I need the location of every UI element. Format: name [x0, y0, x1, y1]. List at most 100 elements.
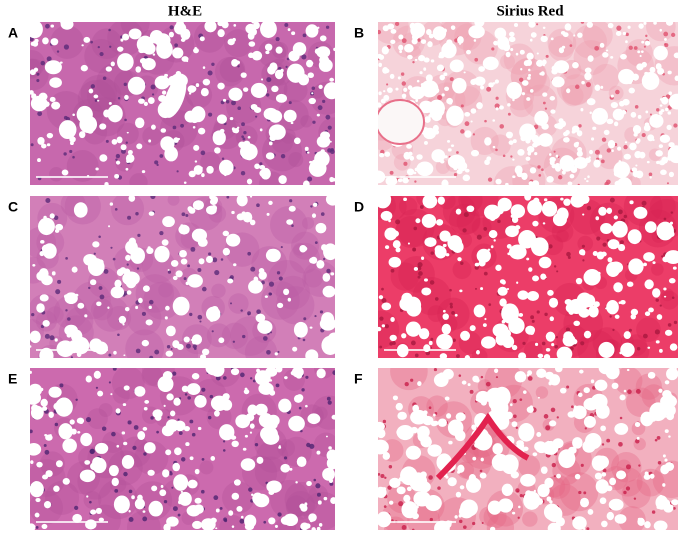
- nucleus: [480, 375, 484, 379]
- lipid-droplet: [295, 481, 298, 484]
- lipid-droplet: [560, 197, 564, 201]
- lipid-droplet: [84, 314, 88, 318]
- lipid-droplet: [640, 50, 644, 54]
- lipid-droplet: [541, 200, 558, 217]
- lipid-droplet: [187, 206, 193, 212]
- nucleus: [108, 381, 111, 384]
- lipid-droplet: [217, 29, 225, 38]
- lipid-droplet: [645, 110, 649, 114]
- nucleus: [594, 45, 600, 51]
- nucleus: [495, 148, 498, 152]
- lipid-droplet: [228, 87, 243, 101]
- lipid-droplet: [158, 95, 167, 103]
- lipid-droplet: [70, 329, 83, 343]
- nucleus: [463, 212, 469, 218]
- lipid-droplet: [484, 137, 492, 146]
- nucleus: [277, 512, 282, 517]
- septum: [435, 412, 530, 481]
- nucleus: [125, 141, 128, 144]
- lipid-droplet: [549, 420, 557, 427]
- lipid-droplet: [595, 455, 609, 469]
- lipid-droplet: [397, 178, 403, 183]
- nucleus: [430, 346, 433, 349]
- nucleus: [633, 46, 638, 50]
- nucleus: [483, 271, 488, 276]
- lipid-droplet: [125, 153, 135, 163]
- nucleus: [314, 241, 318, 245]
- lipid-droplet: [229, 117, 234, 121]
- lipid-droplet: [76, 351, 82, 357]
- lipid-droplet: [293, 394, 303, 403]
- lipid-droplet: [501, 319, 506, 324]
- lipid-droplet: [275, 46, 283, 54]
- lipid-droplet: [64, 292, 78, 305]
- nucleus: [243, 131, 247, 135]
- nucleus: [123, 471, 128, 477]
- lipid-droplet: [310, 61, 314, 65]
- lipid-droplet: [661, 48, 666, 54]
- nucleus: [201, 387, 206, 392]
- lipid-droplet: [135, 66, 142, 73]
- lipid-droplet: [512, 175, 516, 179]
- nucleus: [551, 462, 557, 468]
- lipid-droplet: [175, 270, 183, 278]
- lipid-droplet: [538, 256, 552, 269]
- nucleus: [449, 302, 453, 306]
- lipid-droplet: [311, 527, 316, 530]
- nucleus: [302, 33, 307, 38]
- lipid-droplet: [202, 66, 206, 69]
- lipid-droplet: [218, 159, 234, 176]
- nucleus: [313, 478, 317, 482]
- nucleus: [149, 355, 154, 358]
- lipid-droplet: [85, 375, 92, 383]
- tissue-texture: [80, 74, 117, 112]
- nucleus: [115, 158, 118, 161]
- lipid-droplet: [244, 149, 255, 161]
- lipid-droplet: [403, 494, 411, 503]
- nucleus: [488, 303, 492, 306]
- lipid-droplet: [292, 79, 295, 83]
- lipid-droplet: [584, 67, 592, 74]
- lipid-droplet: [266, 480, 282, 493]
- lipid-droplet: [192, 125, 196, 129]
- lipid-droplet: [588, 156, 591, 159]
- nucleus: [460, 129, 465, 134]
- lipid-droplet: [119, 47, 124, 51]
- lipid-droplet: [53, 485, 60, 492]
- lipid-droplet: [254, 370, 271, 386]
- lipid-droplet: [172, 296, 190, 316]
- nucleus: [224, 519, 228, 523]
- nucleus: [40, 324, 45, 329]
- lipid-droplet: [245, 23, 256, 34]
- lipid-droplet: [261, 78, 264, 81]
- lipid-droplet: [611, 382, 619, 390]
- lipid-droplet: [180, 224, 184, 228]
- lipid-droplet: [244, 434, 248, 438]
- lipid-droplet: [444, 86, 450, 91]
- lipid-droplet: [243, 140, 251, 148]
- lipid-droplet: [492, 443, 503, 455]
- lipid-droplet: [421, 31, 424, 34]
- lipid-droplet: [428, 82, 433, 87]
- lipid-droplet: [110, 286, 125, 299]
- lipid-droplet: [304, 523, 311, 529]
- lipid-droplet: [564, 299, 573, 306]
- tissue-texture: [200, 151, 221, 173]
- lipid-droplet: [476, 102, 483, 110]
- lipid-droplet: [236, 505, 243, 512]
- lipid-droplet: [505, 182, 509, 185]
- lipid-droplet: [62, 438, 77, 453]
- lipid-droplet: [622, 31, 627, 36]
- nucleus: [172, 125, 177, 130]
- lipid-droplet: [253, 276, 259, 282]
- nucleus: [633, 497, 637, 500]
- lipid-droplet: [494, 79, 499, 84]
- lipid-droplet: [154, 75, 170, 90]
- nucleus: [163, 499, 168, 504]
- lipid-droplet: [629, 142, 637, 151]
- lipid-droplet: [79, 469, 96, 483]
- nucleus: [594, 149, 600, 155]
- lipid-droplet: [593, 301, 600, 308]
- nucleus: [230, 302, 233, 305]
- lipid-droplet: [561, 170, 566, 175]
